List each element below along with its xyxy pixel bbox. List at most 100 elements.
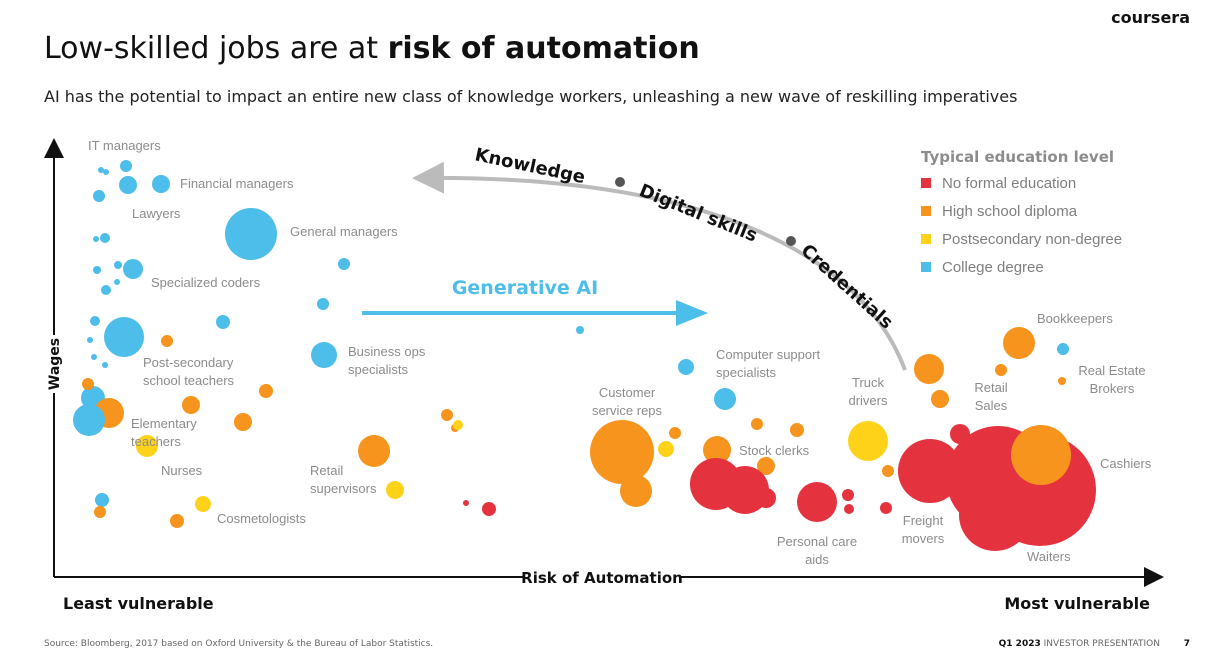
x-axis-label: Risk of Automation [521,569,683,587]
bubble [94,506,106,518]
reskilling-arrow [412,161,907,371]
job-label: movers [902,531,945,546]
job-label: service reps [592,403,663,418]
job-label: Nurses [161,463,203,478]
bubble [848,421,888,461]
legend-label: No formal education [942,175,1076,192]
bubble [703,436,731,464]
bubble [87,337,93,343]
bubble [152,175,170,193]
bubble [453,420,463,430]
job-label: specialists [716,365,776,380]
bubble [678,359,694,375]
legend-label: Postsecondary non-degree [942,231,1122,248]
bubble [311,342,337,368]
job-label: Cashiers [1100,456,1152,471]
bubble [93,190,105,202]
bubble [317,298,329,310]
job-label: Specialized coders [151,275,261,290]
legend-swatch [921,206,931,216]
bubble [669,427,681,439]
bubble [756,488,776,508]
bubble [714,388,736,410]
bubble [1058,377,1066,385]
bubble [120,160,132,172]
job-label: Business ops [348,344,426,359]
y-axis-label-bg [45,335,63,393]
job-label: Personal care [777,534,857,549]
left-end: Least vulnerable [63,594,214,613]
bubble [441,409,453,421]
job-label: Computer support [716,347,820,362]
title-plain: Low-skilled jobs are at [44,31,388,66]
bubble [590,420,654,484]
legend: No formal education High school diploma Po… [921,175,1122,276]
bubble [170,514,184,528]
job-label: Customer [599,385,656,400]
job-label: Freight [903,513,944,528]
bubble [757,457,775,475]
source: Source: Bloomberg, 2017 based on Oxford … [44,639,433,649]
bubble [1011,425,1071,485]
job-label: Brokers [1090,381,1135,396]
y-axis-label: Wages [47,338,63,390]
bubble [95,493,109,507]
job-label: specialists [348,362,408,377]
bubble [93,236,99,242]
bubble [90,316,100,326]
bubble [100,233,110,243]
arrow-label: Digital skills [636,180,760,246]
generative-arrowhead [676,300,708,326]
generative-ai: Generative AI [452,277,598,299]
job-label: Retail [310,463,343,478]
job-label: Stock clerks [739,443,810,458]
legend-swatch [921,234,931,244]
bubble [842,489,854,501]
bubble [114,261,122,269]
job-label: Waiters [1027,549,1071,564]
job-label: Financial managers [180,176,294,191]
bubble [104,317,144,357]
bubble [338,258,350,270]
job-label: Truck [852,375,885,390]
bubble [751,418,763,430]
arrow-label: Credentials [797,240,897,333]
title-bold: risk of automation [388,31,700,66]
job-labels: IT managers Financial managers Lawyers Gene… [88,138,1152,567]
bubble [73,404,105,436]
job-label: Retail [974,380,1007,395]
quarter: Q1 2023 [999,639,1041,649]
bubble [119,176,137,194]
job-label: Lawyers [132,206,181,221]
bubble [1057,343,1069,355]
dot [615,177,625,187]
right-end: Most vulnerable [1004,594,1150,613]
bubble [103,169,109,175]
bubble [898,439,962,503]
bubble [995,364,1007,376]
job-label: Sales [975,398,1008,413]
presentation: INVESTOR PRESENTATION [1044,639,1160,649]
job-label: drivers [848,393,888,408]
bubble [101,285,111,295]
bubble [216,315,230,329]
job-label: Elementary [131,416,197,431]
bubble [880,502,892,514]
legend-swatch [921,262,931,272]
bubble [182,396,200,414]
bubble [234,413,252,431]
legend-label: College degree [942,259,1044,276]
x-axis-label-bg [525,568,680,586]
bubble [123,259,143,279]
subtitle: AI has the potential to impact an entire… [44,87,1017,106]
bubble [797,482,837,522]
bubble [463,500,469,506]
job-label: General managers [290,224,398,239]
job-label: aids [805,552,829,567]
brand: coursera [1111,8,1190,27]
job-label: IT managers [88,138,161,153]
legend-swatch [921,178,931,188]
job-label: Post-secondary [143,355,234,370]
